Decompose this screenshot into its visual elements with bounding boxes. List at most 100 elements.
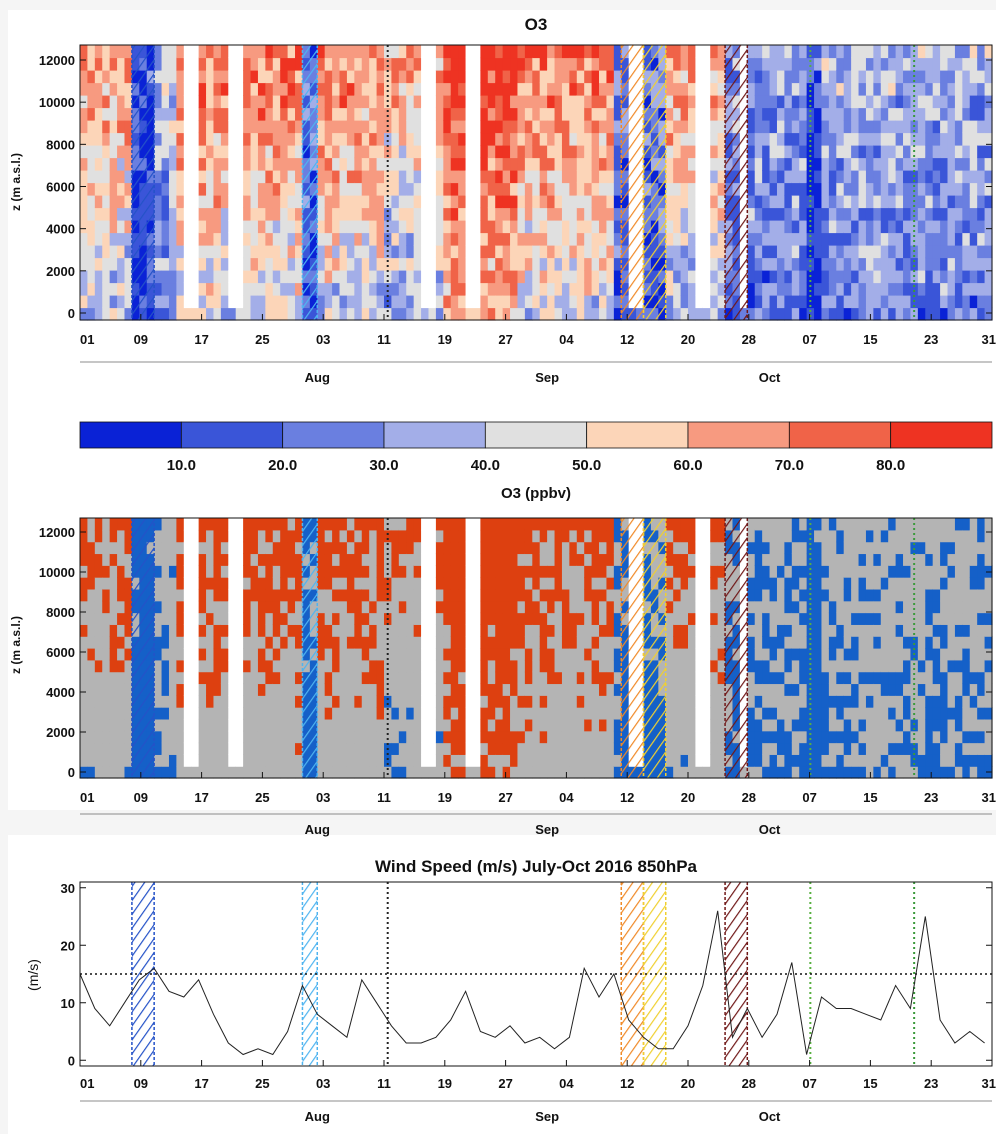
chart2-cell [776, 754, 785, 767]
chart2-cell [428, 612, 437, 625]
chart1-cell [524, 220, 533, 234]
chart1-cell [332, 82, 341, 96]
chart1-cell [287, 220, 296, 234]
chart1-cell [554, 232, 563, 246]
chart1-cell [272, 195, 281, 209]
chart1-cell [865, 145, 874, 159]
chart2-cell [591, 754, 600, 767]
chart2-cell [346, 683, 355, 696]
chart2-cell [421, 707, 430, 720]
chart1-cell [213, 182, 222, 196]
chart1-cell [932, 145, 941, 159]
chart1-cell [702, 257, 711, 271]
chart2-cell [502, 730, 511, 744]
chart1-cell [472, 282, 481, 296]
chart1-cell [917, 132, 926, 146]
chart1-cell [450, 95, 459, 109]
chart1-cell [717, 245, 726, 259]
chart1-cell [776, 95, 785, 109]
chart1-cell [94, 95, 103, 109]
chart1-cell [576, 70, 585, 84]
chart1-cell [154, 270, 163, 284]
chart1-cell [398, 120, 407, 134]
chart1-cell [472, 120, 481, 134]
chart2-cell [428, 718, 437, 732]
chart2-cell [458, 766, 467, 779]
chart2-cell [680, 648, 689, 661]
chart2-cell [183, 671, 192, 685]
chart2-cell [361, 529, 370, 543]
chart1-cell [376, 145, 385, 159]
chart2-cell [406, 659, 415, 673]
chart1-cell [413, 170, 422, 184]
chart2-cell [243, 695, 252, 708]
chart1-cell [947, 95, 956, 109]
chart2-cell [369, 671, 378, 685]
chart2-cell [458, 612, 467, 625]
chart1-cell [806, 257, 815, 271]
chart1-month-label: Aug [305, 370, 330, 385]
chart2-cell [398, 600, 407, 614]
chart2-cell [776, 683, 785, 696]
chart1-cell [287, 295, 296, 309]
chart2-cell [747, 730, 756, 744]
chart2-cell [532, 754, 541, 767]
chart1-cell [265, 207, 274, 221]
chart2-cell [576, 695, 585, 708]
chart1-cell [80, 70, 89, 84]
chart2-cell [406, 671, 415, 685]
chart1-cell [398, 82, 407, 96]
chart1-cell [443, 107, 452, 121]
chart2-cell [80, 718, 89, 732]
chart2-cell [799, 600, 808, 614]
chart1-cell [220, 257, 229, 271]
chart1-cell [235, 295, 244, 309]
chart1-cell [109, 295, 118, 309]
chart1-cell [398, 132, 407, 146]
chart1-cell [228, 157, 237, 171]
chart1-cell [435, 45, 444, 59]
chart2-cell [421, 742, 430, 755]
chart1-cell [176, 70, 185, 84]
chart2-cell [109, 730, 118, 744]
chart1-cell [413, 220, 422, 234]
chart1-cell [94, 157, 103, 171]
chart2-cell [688, 588, 697, 602]
chart1-cell [243, 70, 252, 84]
chart1-cell [754, 220, 763, 234]
chart1-cell [480, 82, 489, 96]
chart2-cell [495, 600, 504, 614]
chart1-cell [443, 45, 452, 59]
chart1-cell [80, 170, 89, 184]
chart2-cell [510, 624, 519, 637]
chart1-cell [369, 45, 378, 59]
chart1-cell [517, 282, 526, 296]
chart2-cell [161, 648, 170, 661]
chart2-cell [398, 577, 407, 590]
chart2-cell [161, 624, 170, 637]
chart1-cell [591, 95, 600, 109]
chart1-cell [688, 257, 697, 271]
chart2-cell [324, 588, 333, 602]
chart1-cell [94, 120, 103, 134]
chart1-cell [747, 120, 756, 134]
chart2-cell [413, 529, 422, 543]
chart2-cell [354, 671, 363, 685]
chart1-cell [799, 257, 808, 271]
chart1-cell [762, 170, 771, 184]
chart2-cell [124, 766, 133, 779]
chart1-cell [80, 307, 89, 321]
chart2-cell [317, 754, 326, 767]
chart2-cell [228, 648, 237, 661]
chart2-cell [339, 683, 348, 696]
chart1-cell [561, 295, 570, 309]
chart2-cell [776, 742, 785, 755]
chart1-cell [183, 120, 192, 134]
chart1-cell [168, 70, 177, 84]
chart1-cell [814, 157, 823, 171]
chart1-cell [317, 207, 326, 221]
chart2-cell [124, 648, 133, 661]
chart1-cell [843, 195, 852, 209]
chart2-cell [287, 695, 296, 708]
chart1-cell [865, 232, 874, 246]
